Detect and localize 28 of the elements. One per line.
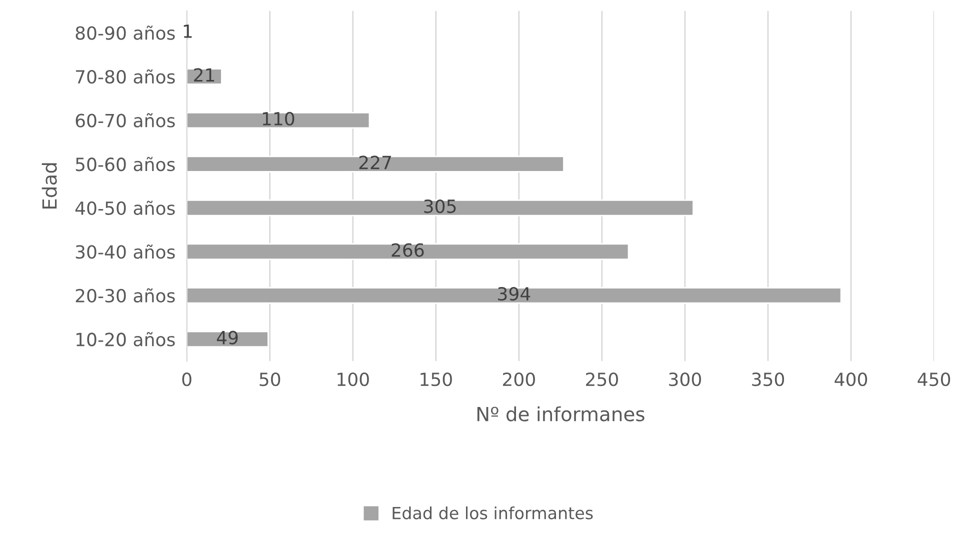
y-axis-title: Edad (42, 163, 57, 209)
x-tick-label: 250 (586, 372, 618, 386)
x-tick-label: 200 (503, 372, 535, 386)
data-label: 227 (359, 156, 391, 170)
data-label: 21 (194, 68, 214, 82)
y-tick-label: 50-60 años (76, 156, 175, 172)
x-tick-label: 50 (260, 372, 280, 386)
data-label: 394 (498, 287, 530, 301)
x-tick-label: 0 (182, 372, 192, 386)
data-label: 110 (262, 112, 294, 126)
data-label: 49 (216, 330, 238, 344)
legend-label: Edad de los informantes (392, 506, 593, 520)
data-label: 305 (424, 199, 456, 214)
y-tick-label: 20-30 años (76, 288, 175, 303)
y-tick-label: 30-40 años (76, 244, 175, 259)
y-tick-label: 70-80 años (76, 69, 175, 84)
x-tick-label: 150 (420, 372, 452, 386)
y-tick-label: 10-20 años (76, 332, 175, 346)
x-tick-label: 100 (338, 372, 369, 386)
x-tick-label: 350 (752, 372, 784, 386)
data-label: 266 (392, 243, 424, 257)
x-tick-label: 450 (918, 372, 950, 386)
x-tick-label: 400 (834, 372, 868, 386)
y-tick-label: 40-50 años (75, 200, 175, 215)
y-tick-label: 80-90 años (76, 26, 175, 40)
x-axis-title: Nº de informanes (477, 406, 644, 422)
x-tick-label: 300 (669, 372, 701, 386)
y-tick-label: 60-70 años (76, 113, 175, 128)
